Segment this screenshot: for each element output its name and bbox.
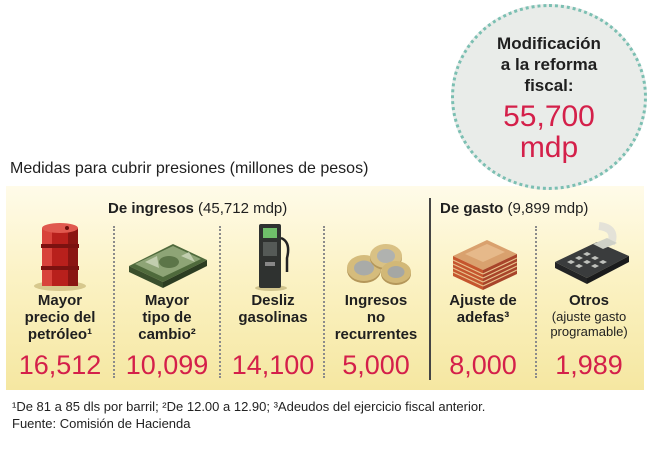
oil-barrel-icon	[8, 222, 112, 292]
item-label: Mayor tipo de cambio²	[115, 292, 219, 343]
dollar-bills-icon	[115, 222, 219, 292]
label-note: (ajuste gasto	[551, 309, 627, 324]
footnote: ¹De 81 a 85 dls por barril; ²De 12.00 a …	[12, 398, 485, 432]
section-subtitle: Medidas para cubrir presiones (millones …	[10, 160, 368, 178]
label-line: adefas³	[456, 309, 510, 326]
item-nonrecurring: Ingresos no recurrentes 5,000	[324, 222, 428, 380]
badge-unit: mdp	[519, 131, 579, 164]
item-value: 8,000	[449, 350, 517, 380]
column-divider	[113, 226, 115, 378]
item-label: Ingresos no recurrentes	[324, 292, 428, 343]
label-line: precio del	[24, 309, 96, 326]
coins-icon	[324, 222, 428, 292]
item-label: Mayor precio del petróleo¹	[8, 292, 112, 343]
group-divider	[429, 198, 431, 380]
item-value: 14,100	[231, 350, 315, 380]
badge-title: Modificación a la reforma fiscal:	[497, 34, 601, 95]
calculator-icon	[537, 222, 641, 292]
label-line: cambio²	[138, 326, 196, 343]
item-value: 10,099	[125, 350, 209, 380]
label-line: Otros	[568, 292, 609, 309]
footnote-source: Fuente: Comisión de Hacienda	[12, 416, 191, 431]
label-line: petróleo¹	[27, 326, 93, 343]
total-badge: Modificación a la reforma fiscal: 55,700…	[451, 4, 647, 190]
yellow-panel	[6, 186, 644, 390]
gas-pump-icon	[221, 222, 325, 292]
column-divider	[323, 226, 325, 378]
group-ingresos-header: De ingresos (45,712 mdp)	[108, 200, 287, 217]
item-exchange-rate: Mayor tipo de cambio² 10,099	[115, 222, 219, 380]
item-oil-price: Mayor precio del petróleo¹ 16,512	[8, 222, 112, 380]
subtitle-units: (millones de pesos)	[225, 160, 369, 177]
group-ingresos-amount: (45,712 mdp)	[193, 200, 288, 217]
item-value: 5,000	[342, 350, 410, 380]
column-divider	[535, 226, 537, 378]
label-line: tipo de	[142, 309, 192, 326]
label-line: Ajuste de	[449, 292, 517, 309]
label-note: programable)	[550, 324, 628, 339]
item-label: Desliz gasolinas	[221, 292, 325, 326]
group-gasto-name: De gasto	[440, 200, 504, 217]
subtitle-main: Medidas para cubrir presiones	[10, 160, 226, 177]
column-divider	[219, 226, 221, 378]
peso-bills-stack-icon	[431, 222, 535, 292]
item-value: 16,512	[18, 350, 102, 380]
footnote-notes: ¹De 81 a 85 dls por barril; ²De 12.00 a …	[12, 399, 486, 414]
group-gasto-amount: (9,899 mdp)	[503, 200, 589, 217]
item-adefas: Ajuste de adefas³ 8,000	[431, 222, 535, 380]
badge-amount: 55,700	[503, 100, 595, 133]
item-others: Otros (ajuste gasto programable) 1,989	[537, 222, 641, 380]
item-label: Otros (ajuste gasto programable)	[537, 292, 641, 339]
label-line: no	[366, 309, 386, 326]
label-line: gasolinas	[238, 309, 308, 326]
group-ingresos-name: De ingresos	[108, 200, 194, 217]
label-line: Mayor	[144, 292, 190, 309]
item-value: 1,989	[555, 350, 623, 380]
label-line: Ingresos	[344, 292, 408, 309]
label-line: Mayor	[37, 292, 83, 309]
label-line: Desliz	[251, 292, 295, 309]
group-gasto-header: De gasto (9,899 mdp)	[440, 200, 588, 217]
item-gasoline: Desliz gasolinas 14,100	[221, 222, 325, 380]
label-line: recurrentes	[334, 326, 418, 343]
item-label: Ajuste de adefas³	[431, 292, 535, 326]
